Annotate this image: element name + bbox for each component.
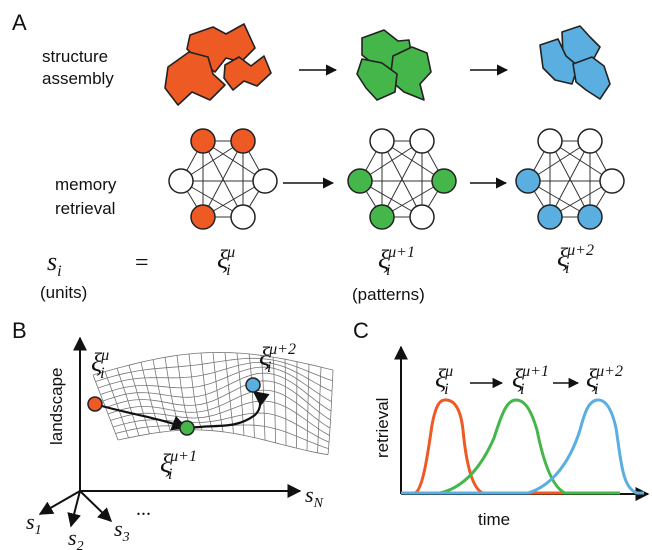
row2-label-line2: retrieval (55, 199, 115, 218)
landscape-surface (92, 351, 334, 456)
network-edge (381, 140, 423, 218)
panel-a-letter: A (12, 10, 27, 35)
panel-b-letter: B (12, 318, 27, 343)
s2-label: s2 (68, 525, 84, 550)
network-node (537, 204, 563, 230)
network-node (409, 204, 435, 230)
network-node (168, 168, 194, 194)
network-node (369, 128, 395, 154)
network-node (537, 128, 563, 154)
panel-b: B landscape sN s1 s2 s3 ... ξμ i ξμ+1 i ξμ… (12, 318, 334, 550)
state-orange (87, 396, 103, 412)
state-blue (245, 377, 261, 393)
network-node (230, 128, 256, 154)
retrieval-label-1: ξμ i (435, 363, 453, 398)
axis-s1 (38, 490, 81, 515)
mesh-line (306, 364, 310, 451)
mesh-line (104, 371, 129, 438)
network-edge (202, 140, 244, 218)
curve-orange (401, 398, 600, 495)
mesh-line (92, 351, 334, 376)
orange-structure (164, 23, 272, 106)
state-green (179, 420, 195, 436)
network-node (515, 168, 541, 194)
network-node (599, 168, 625, 194)
network-node (347, 168, 373, 194)
mesh-line (107, 389, 331, 429)
network-node (252, 168, 278, 194)
panel-c: C retrieval time ξμ i ξμ+1 i ξμ+2 i (353, 318, 650, 529)
time-axis-label: time (478, 510, 510, 529)
mesh-line (105, 380, 331, 421)
equation-lhs: si (47, 247, 62, 280)
network-node (230, 204, 256, 230)
s3-label: s3 (114, 516, 130, 545)
network-node (577, 204, 603, 230)
state-label-1: ξμ i (91, 347, 109, 382)
network-node (190, 128, 216, 154)
green-structure (356, 29, 432, 101)
curve-green (401, 398, 620, 495)
network-edge (549, 140, 591, 218)
blue-piece-3 (572, 56, 611, 100)
axis-s2 (67, 490, 81, 528)
mesh-line (117, 429, 329, 456)
mesh-line (296, 361, 298, 449)
mesh-line (112, 412, 330, 443)
mesh-line (102, 372, 332, 412)
trajectory-2 (189, 391, 270, 430)
retrieval-axis-label: retrieval (373, 398, 392, 458)
row1-label-line1: structure (42, 47, 108, 66)
equation-equals: = (135, 250, 149, 276)
mesh-line (317, 367, 322, 453)
mesh-line (97, 361, 333, 392)
network-node (190, 204, 216, 230)
network-node (369, 204, 395, 230)
row1-label-line2: assembly (42, 69, 114, 88)
panel-a: A structure assembly memory retrieval (12, 10, 625, 304)
pattern-label-2: ξμ+1 i (378, 244, 415, 279)
retrieval-label-2: ξμ+1 i (512, 363, 549, 398)
blue-structure (539, 25, 611, 100)
pattern-label-1: ξμ i (217, 244, 235, 279)
mesh-line (95, 357, 333, 382)
network-pattern-3 (515, 128, 625, 230)
state-label-2: ξμ+1 i (160, 448, 197, 483)
curve-blue (401, 398, 644, 495)
network-pattern-1 (168, 128, 278, 230)
orange-piece-3 (223, 55, 272, 91)
green-piece-3 (356, 58, 398, 101)
trajectory-1 (94, 402, 188, 431)
mesh-line (140, 362, 161, 433)
state-label-3: ξμ+2 i (259, 341, 296, 376)
network-node (409, 128, 435, 154)
mesh-line (100, 366, 332, 402)
mesh-line (272, 357, 276, 443)
network-node (577, 128, 603, 154)
pattern-label-3: ξμ+2 i (557, 242, 594, 277)
network-pattern-2 (347, 128, 457, 230)
patterns-label: (patterns) (352, 285, 425, 304)
axis-ellipsis: ... (136, 498, 151, 520)
axis-s3 (79, 490, 113, 522)
mesh-line (110, 400, 330, 436)
landscape-axis-label: landscape (47, 367, 66, 445)
retrieval-label-3: ξμ+2 i (586, 363, 623, 398)
panel-c-letter: C (353, 318, 369, 343)
s1-label: s1 (26, 509, 42, 538)
units-label: (units) (40, 283, 87, 302)
sN-label: sN (305, 482, 324, 511)
network-node (431, 168, 457, 194)
row2-label-line1: memory (55, 175, 117, 194)
orange-piece-2 (164, 51, 226, 106)
mesh-line (200, 352, 213, 431)
